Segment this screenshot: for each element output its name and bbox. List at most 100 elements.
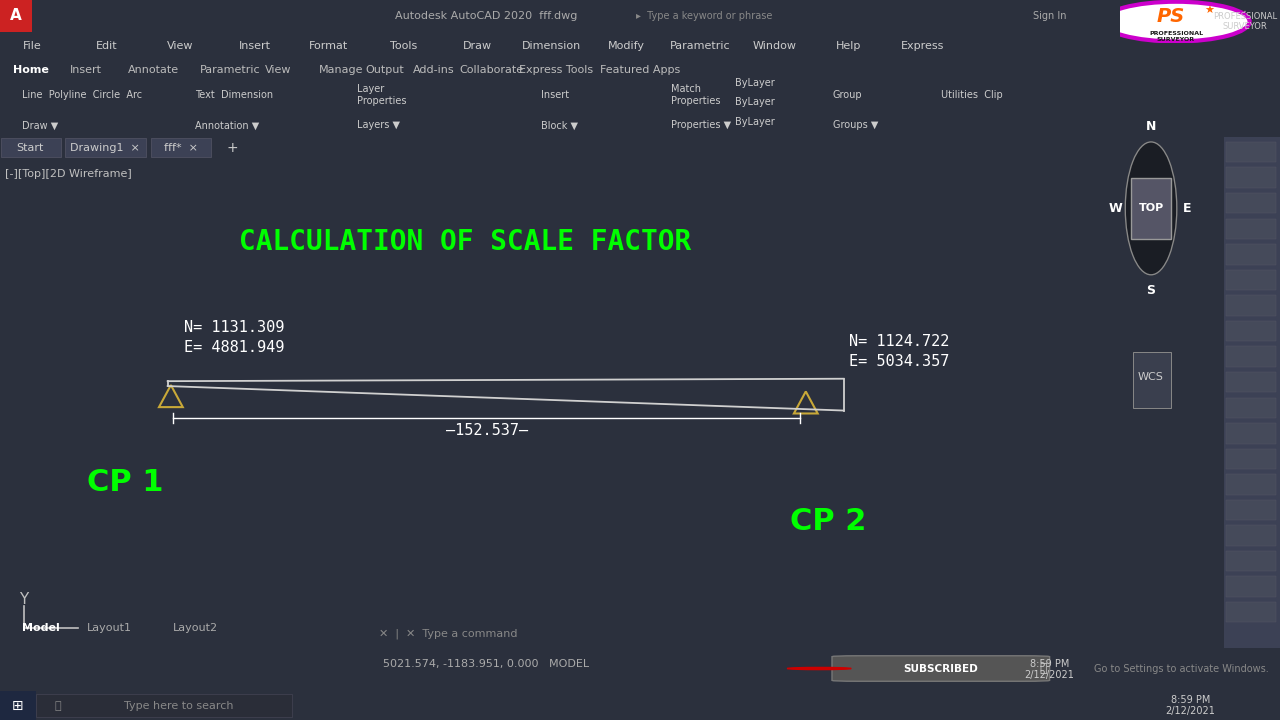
- Text: Parametric: Parametric: [669, 41, 731, 51]
- Text: Layers ▼: Layers ▼: [357, 120, 399, 130]
- Text: Manage: Manage: [319, 65, 364, 75]
- Text: Match
Properties: Match Properties: [671, 84, 721, 106]
- Text: CP 1: CP 1: [87, 468, 163, 498]
- Text: Type here to search: Type here to search: [124, 701, 234, 711]
- Text: PROFESSIONAL: PROFESSIONAL: [1149, 31, 1203, 36]
- Text: Autodesk AutoCAD 2020  fff.dwg: Autodesk AutoCAD 2020 fff.dwg: [396, 11, 577, 21]
- Text: Groups ▼: Groups ▼: [833, 120, 878, 130]
- Bar: [1226, 500, 1276, 520]
- Bar: [1226, 346, 1276, 367]
- Text: 🔍: 🔍: [54, 701, 61, 711]
- Text: 🔔: 🔔: [1039, 662, 1047, 675]
- Text: Block ▼: Block ▼: [540, 120, 577, 130]
- FancyBboxPatch shape: [832, 656, 1050, 681]
- Text: PROFESSIONAL
SURVEYOR: PROFESSIONAL SURVEYOR: [1212, 12, 1277, 31]
- Text: Add-ins: Add-ins: [413, 65, 454, 75]
- Text: Home: Home: [13, 65, 49, 75]
- Text: Output: Output: [366, 65, 404, 75]
- Text: fff*  ×: fff* ×: [164, 143, 197, 153]
- Bar: [1226, 474, 1276, 495]
- Circle shape: [787, 667, 851, 670]
- Text: Drawing1  ×: Drawing1 ×: [70, 143, 140, 153]
- Text: Express Tools: Express Tools: [520, 65, 594, 75]
- Text: Window: Window: [753, 41, 796, 51]
- Text: PS: PS: [1157, 7, 1185, 26]
- Text: ▸  Type a keyword or phrase: ▸ Type a keyword or phrase: [636, 11, 772, 21]
- Text: S: S: [1147, 284, 1156, 297]
- Text: Insert: Insert: [70, 65, 102, 75]
- Text: Edit: Edit: [96, 41, 116, 51]
- Text: Tools: Tools: [389, 41, 417, 51]
- Text: Annotate: Annotate: [128, 65, 179, 75]
- FancyBboxPatch shape: [1132, 178, 1171, 239]
- Bar: [1225, 137, 1280, 648]
- Text: W: W: [1108, 202, 1123, 215]
- Text: 5021.574, -1183.951, 0.000   MODEL: 5021.574, -1183.951, 0.000 MODEL: [383, 660, 590, 670]
- Text: Properties ▼: Properties ▼: [671, 120, 731, 130]
- Text: Insert: Insert: [239, 41, 271, 51]
- Bar: [1226, 577, 1276, 597]
- Text: CALCULATION OF SCALE FACTOR: CALCULATION OF SCALE FACTOR: [239, 228, 691, 256]
- Bar: [36, 694, 292, 717]
- Text: Annotation ▼: Annotation ▼: [195, 120, 259, 130]
- Text: Start: Start: [17, 143, 44, 153]
- Text: CP 2: CP 2: [790, 508, 867, 536]
- Circle shape: [1102, 1, 1249, 42]
- Text: A: A: [9, 9, 22, 23]
- Text: SUBSCRIBED: SUBSCRIBED: [904, 664, 978, 673]
- Bar: [151, 138, 211, 157]
- Text: Dimension: Dimension: [522, 41, 581, 51]
- Text: Text  Dimension: Text Dimension: [195, 90, 273, 100]
- Text: N= 1131.309
E= 4881.949: N= 1131.309 E= 4881.949: [184, 320, 284, 354]
- Text: ⊞: ⊞: [12, 698, 24, 713]
- Text: [-][Top][2D Wireframe]: [-][Top][2D Wireframe]: [5, 169, 132, 179]
- Text: File: File: [23, 41, 41, 51]
- Bar: [1226, 526, 1276, 546]
- Bar: [1226, 219, 1276, 239]
- Text: Group: Group: [833, 90, 863, 100]
- Text: Utilities  Clip: Utilities Clip: [941, 90, 1002, 100]
- Text: Sign In: Sign In: [1033, 11, 1066, 21]
- Text: Draw: Draw: [463, 41, 492, 51]
- Text: E: E: [1183, 202, 1190, 215]
- Text: Format: Format: [310, 41, 348, 51]
- Text: Layer
Properties: Layer Properties: [357, 84, 407, 106]
- Text: Layout1: Layout1: [87, 623, 132, 633]
- Text: WCS: WCS: [1138, 372, 1164, 382]
- Text: SURVEYOR: SURVEYOR: [1157, 37, 1196, 42]
- Text: Help: Help: [836, 41, 861, 51]
- Text: Collaborate: Collaborate: [460, 65, 524, 75]
- Text: Y: Y: [19, 592, 28, 607]
- Text: 8:59 PM
2/12/2021: 8:59 PM 2/12/2021: [1166, 695, 1215, 716]
- Text: Layout2: Layout2: [173, 623, 218, 633]
- Text: N= 1124.722
E= 5034.357: N= 1124.722 E= 5034.357: [849, 334, 950, 369]
- Text: Parametric: Parametric: [200, 65, 261, 75]
- Text: ✕: ✕: [1236, 9, 1247, 22]
- Text: Draw ▼: Draw ▼: [22, 120, 58, 130]
- FancyBboxPatch shape: [1133, 351, 1171, 408]
- Text: ✕  |  ✕  Type a command: ✕ | ✕ Type a command: [379, 629, 517, 639]
- Bar: [0, 0, 32, 32]
- Bar: [1226, 193, 1276, 214]
- Text: ByLayer: ByLayer: [736, 78, 776, 89]
- Text: TOP: TOP: [1138, 203, 1164, 213]
- Bar: [1226, 423, 1276, 444]
- Bar: [1226, 449, 1276, 469]
- Text: Go to Settings to activate Windows.: Go to Settings to activate Windows.: [1094, 664, 1270, 673]
- Bar: [0, 691, 36, 720]
- Text: ByLayer: ByLayer: [736, 117, 776, 127]
- Text: View: View: [168, 41, 193, 51]
- Bar: [1226, 397, 1276, 418]
- Text: ★: ★: [1204, 6, 1215, 16]
- Bar: [1226, 168, 1276, 188]
- Bar: [1226, 295, 1276, 315]
- Text: +: +: [227, 140, 238, 155]
- Text: —152.537—: —152.537—: [445, 423, 527, 438]
- Circle shape: [1125, 142, 1176, 275]
- Bar: [1226, 244, 1276, 265]
- Bar: [1226, 270, 1276, 290]
- Bar: [1, 138, 60, 157]
- Text: Model: Model: [22, 623, 59, 633]
- Text: View: View: [265, 65, 292, 75]
- Bar: [1226, 321, 1276, 341]
